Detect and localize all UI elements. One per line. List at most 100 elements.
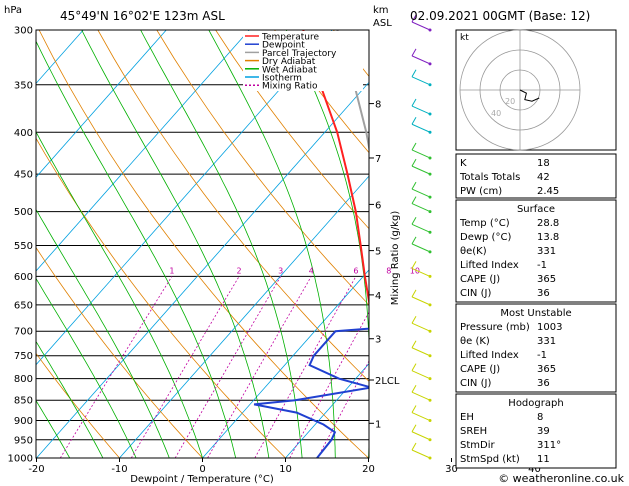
surface-row-label: θe(K) (460, 246, 487, 257)
hodograph-trace (519, 89, 540, 102)
isotherm-line (36, 81, 369, 458)
wind-barb-flag (411, 142, 417, 151)
hodograph-table-row-label: StmSpd (kt) (460, 454, 520, 465)
hodograph-table-frame (455, 393, 617, 469)
wind-barb-dot (428, 419, 432, 423)
indices-row-value: 18 (537, 158, 550, 169)
mixing-ratio-line (370, 276, 464, 458)
wind-barb-dot (428, 274, 432, 278)
surface-row-value: 365 (537, 274, 556, 285)
surface-row-label: CAPE (J) (460, 274, 500, 285)
most-unstable-row-label: θe (K) (460, 336, 490, 347)
wind-barb-shaft (411, 21, 431, 31)
wind-barb-shaft (411, 123, 431, 133)
most-unstable-frame (455, 303, 617, 393)
wind-barb-shaft (411, 391, 431, 401)
wind-barb-dot (428, 250, 432, 254)
legend-box (243, 31, 363, 91)
indices-row-label: PW (cm) (460, 186, 502, 197)
footer-credit: © weatheronline.co.uk (498, 472, 624, 485)
hodograph-table-row-value: 311° (537, 440, 561, 451)
isotherm-line (36, 30, 250, 272)
wind-barb-flag (411, 442, 417, 451)
indices-frame (455, 153, 617, 199)
hodograph-table-row-value: 11 (537, 454, 550, 465)
wind-barb-flag (411, 181, 417, 190)
surface-row-value: 36 (537, 288, 550, 299)
legend-entry-5: Isotherm (262, 74, 302, 84)
wet-adiabat (36, 40, 237, 458)
wet-adiabat (36, 340, 104, 458)
wet-adiabat (36, 208, 170, 458)
indices-row-value: 2.45 (537, 186, 559, 197)
indices-row-value: 42 (537, 172, 550, 183)
wind-barb-dot (428, 354, 432, 358)
most-unstable-row-value: 1003 (537, 322, 562, 333)
wind-barb-shaft (411, 105, 431, 115)
wind-barb-shaft (411, 243, 431, 253)
hodograph-table-row-value: 8 (537, 412, 543, 423)
dry-adiabat (36, 246, 203, 458)
isotherm-line (36, 30, 167, 178)
most-unstable-row-value: 365 (537, 364, 556, 375)
surface-title: Surface (517, 204, 555, 215)
x-tick-label-30: 30 (445, 464, 458, 475)
pressure-label-350: 350 (14, 80, 33, 91)
pressure-label-650: 650 (14, 300, 33, 311)
wind-barb-flag (411, 315, 417, 324)
hodograph-table-row-value: 39 (537, 426, 550, 437)
dry-adiabat (36, 137, 286, 458)
km-label-5: 5 (375, 247, 381, 258)
wind-barb-dot (428, 456, 432, 460)
wind-barb-shaft (411, 165, 431, 175)
km-label-4: 4 (375, 291, 381, 302)
km-label-6: 6 (375, 200, 381, 211)
mixing-ratio-label-4: 4 (309, 266, 314, 275)
mixing-ratio-label-6: 6 (353, 266, 358, 275)
legend-entry-2: Parcel Trajectory (262, 49, 337, 59)
hodograph-table-row-label: SREH (460, 426, 487, 437)
legend-entry-1: Dewpoint (262, 41, 305, 51)
wind-barb-flag (411, 384, 417, 393)
x-axis-label: Dewpoint / Temperature (°C) (130, 474, 274, 485)
hodograph-table-row-label: StmDir (460, 440, 495, 451)
wet-adiabat (285, 30, 369, 458)
wind-barb-dot (428, 230, 432, 234)
dry-adiabat (274, 30, 369, 154)
wet-adiabat (36, 131, 203, 458)
wet-adiabat (36, 399, 71, 458)
hpa-unit: hPa (4, 5, 22, 16)
wind-barb-flag (411, 424, 417, 433)
isotherm-line (36, 30, 333, 366)
mixing-ratio-lines (59, 276, 464, 458)
dry-adiabat (97, 30, 369, 382)
wind-barb-shaft (411, 347, 431, 357)
km-label-1: 1 (375, 419, 381, 430)
mixing-ratio-label-1: 1 (169, 266, 174, 275)
series-parcel-trajectory (336, 30, 369, 153)
mixing-ratio-label-3: 3 (278, 266, 283, 275)
wind-barb-shaft (411, 431, 431, 441)
wind-barb-dot (428, 112, 432, 116)
most-unstable-row-value: 331 (537, 336, 556, 347)
legend-entry-3: Dry Adiabat (262, 57, 316, 67)
pressure-label-500: 500 (14, 207, 33, 218)
surface-row-value: 331 (537, 246, 556, 257)
pressure-label-800: 800 (14, 374, 33, 385)
wind-barb-flag (411, 217, 417, 225)
mixing-ratio-line (289, 311, 369, 458)
wind-barb-dot (428, 303, 432, 307)
mixing-ratio-label-8: 8 (386, 266, 391, 275)
km-label-3: 3 (375, 335, 381, 346)
x-tick-label-20: 20 (362, 464, 375, 475)
wind-barb-shaft (411, 412, 431, 422)
wind-barb-shaft (411, 370, 431, 380)
dry-adiabat (38, 30, 369, 458)
pressure-label-1000: 1000 (8, 454, 33, 465)
wind-barb-flag (411, 69, 417, 78)
wind-barb-flag (411, 14, 417, 23)
mixing-ratio-label-10: 10 (410, 266, 420, 275)
